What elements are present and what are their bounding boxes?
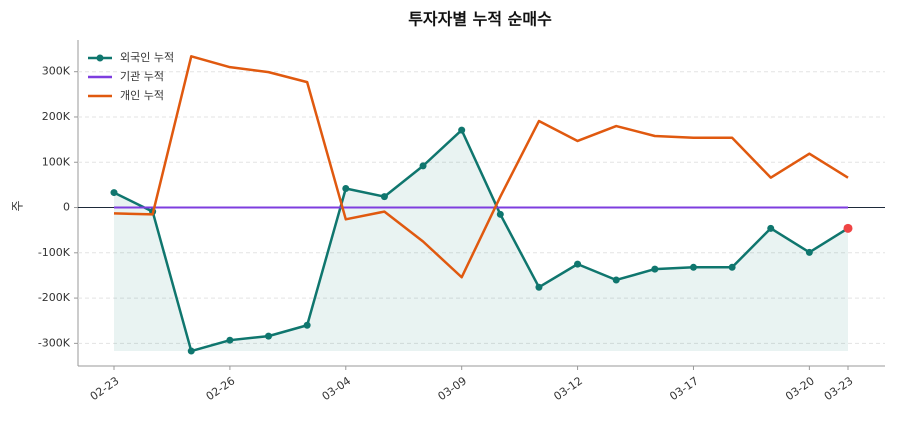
- legend-label: 외국인 누적: [120, 51, 174, 64]
- x-tick-label: 03-23: [822, 374, 856, 403]
- y-axis-label: 주: [11, 200, 25, 211]
- legend-label: 기관 누적: [120, 70, 164, 83]
- point: [265, 332, 273, 340]
- point: [805, 248, 813, 256]
- point: [342, 185, 350, 193]
- x-tick-label: 03-09: [435, 374, 469, 403]
- legend-label: 개인 누적: [120, 89, 164, 102]
- y-tick-label: -300K: [38, 336, 71, 349]
- y-tick-label: -200K: [38, 291, 71, 304]
- point: [110, 189, 118, 197]
- point: [380, 193, 388, 201]
- x-tick-label: 03-04: [320, 374, 354, 403]
- y-tick-label: 100K: [42, 155, 71, 168]
- y-tick-label: 200K: [42, 110, 71, 123]
- x-tick-label: 03-17: [667, 374, 701, 403]
- series-line: [113, 128, 849, 353]
- point: [303, 321, 311, 329]
- chart-title: 투자자별 누적 순매수: [408, 10, 552, 29]
- point: [612, 276, 620, 284]
- point: [574, 260, 582, 268]
- x-tick-label: 03-20: [783, 374, 817, 403]
- series-line: [113, 55, 849, 279]
- y-tick-label: 300K: [42, 65, 71, 78]
- point: [728, 263, 736, 271]
- point: [535, 283, 543, 291]
- point: [651, 265, 659, 273]
- x-tick-label: 03-12: [551, 374, 585, 403]
- point: [767, 224, 775, 232]
- x-tick-label: 02-26: [204, 374, 238, 403]
- point: [187, 347, 195, 355]
- y-tick-label: -100K: [38, 246, 71, 259]
- y-tick-label: 0: [63, 201, 70, 214]
- legend-marker: [96, 54, 104, 62]
- x-tick-label: 02-23: [88, 374, 122, 403]
- point: [419, 162, 427, 170]
- point: [689, 263, 697, 271]
- point: [458, 126, 466, 134]
- point: [843, 223, 853, 233]
- area: [114, 130, 848, 352]
- point: [496, 210, 504, 218]
- point: [226, 336, 234, 344]
